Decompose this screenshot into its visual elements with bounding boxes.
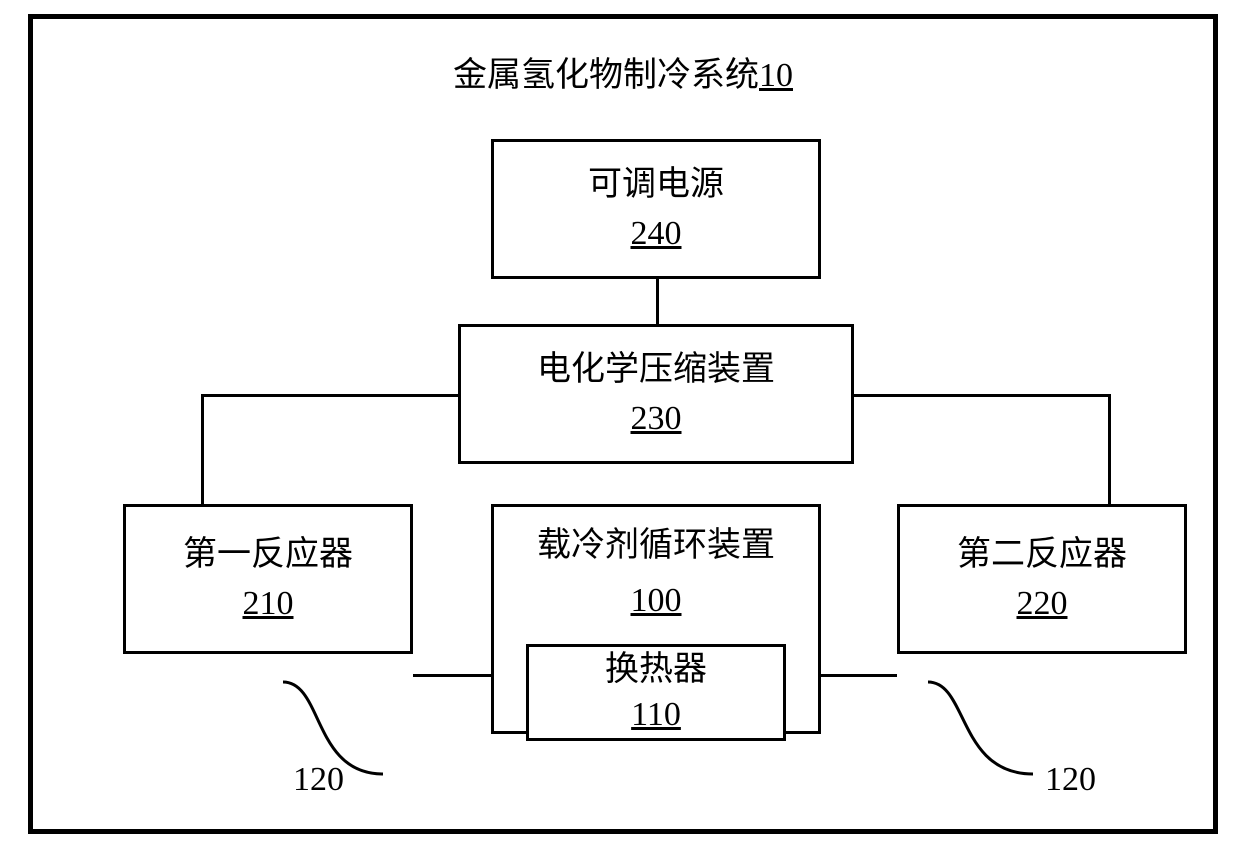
lead-line-right [33, 19, 1223, 839]
lead-label-right: 120 [1045, 761, 1096, 799]
outer-frame: 金属氢化物制冷系统10 可调电源 240 电化学压缩装置 230 第一反应器 2… [28, 14, 1218, 834]
lead-path-right [928, 682, 1033, 774]
